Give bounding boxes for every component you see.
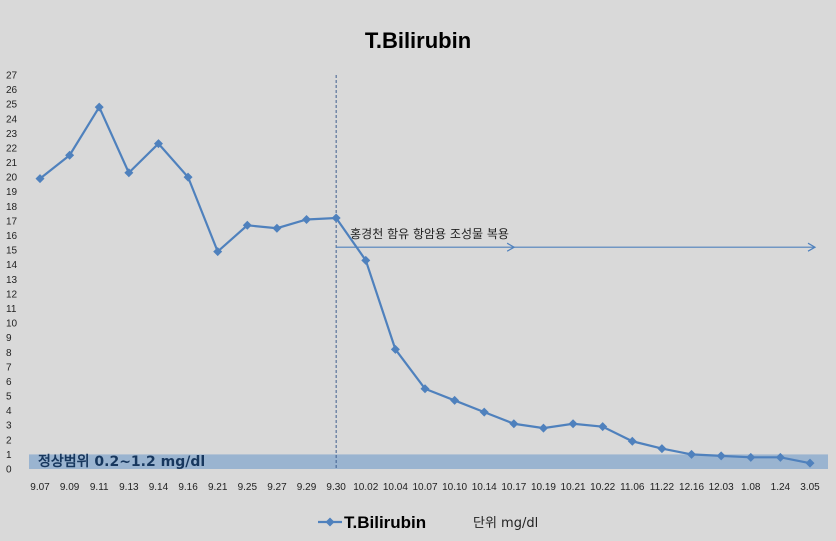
data-point bbox=[716, 451, 726, 461]
y-tick-label: 26 bbox=[6, 85, 18, 96]
y-tick-label: 4 bbox=[6, 406, 12, 417]
data-point bbox=[242, 220, 252, 230]
data-point bbox=[775, 452, 785, 462]
x-tick-label: 9.14 bbox=[149, 482, 169, 493]
y-tick-label: 20 bbox=[6, 173, 18, 184]
x-tick-label: 9.21 bbox=[208, 482, 228, 493]
x-tick-label: 10.10 bbox=[442, 482, 467, 493]
y-tick-label: 11 bbox=[6, 304, 17, 315]
y-tick-label: 9 bbox=[6, 333, 12, 344]
legend-unit-label: 단위 mg/dl bbox=[473, 516, 538, 531]
x-tick-label: 9.25 bbox=[238, 482, 258, 493]
x-tick-label: 9.16 bbox=[178, 482, 198, 493]
data-point bbox=[420, 384, 430, 394]
x-tick-label: 9.11 bbox=[90, 482, 109, 493]
series-line-t-bilirubin bbox=[39, 104, 811, 465]
x-tick-label: 9.07 bbox=[30, 482, 50, 493]
x-tick-label: 9.13 bbox=[119, 482, 139, 493]
data-point bbox=[657, 444, 667, 454]
x-tick-label: 12.16 bbox=[679, 482, 704, 493]
x-tick-label: 9.29 bbox=[297, 482, 317, 493]
data-point bbox=[153, 139, 163, 149]
x-tick-label: 10.21 bbox=[561, 482, 586, 493]
data-point bbox=[183, 172, 193, 182]
x-tick-label: 10.07 bbox=[412, 482, 437, 493]
chart-title: T.Bilirubin bbox=[365, 28, 471, 53]
series-points bbox=[35, 102, 815, 468]
x-axis-ticks: 9.07 9.09 9.11 9.13 9.14 9.16 9.21 9.25 9.27 9.29… bbox=[30, 482, 820, 493]
x-tick-label: 10.04 bbox=[383, 482, 408, 493]
data-point bbox=[450, 395, 460, 405]
x-tick-label: 1.08 bbox=[741, 482, 761, 493]
y-tick-label: 23 bbox=[6, 129, 18, 140]
y-tick-label: 13 bbox=[6, 275, 18, 286]
data-point bbox=[538, 423, 548, 433]
y-tick-label: 14 bbox=[6, 260, 18, 271]
data-point bbox=[390, 344, 400, 354]
y-tick-label: 16 bbox=[6, 231, 18, 242]
data-point bbox=[479, 407, 489, 417]
data-point bbox=[124, 168, 134, 178]
data-point bbox=[361, 255, 371, 265]
y-tick-label: 18 bbox=[6, 202, 18, 213]
legend-series-name: T.Bilirubin bbox=[344, 513, 426, 532]
y-tick-label: 2 bbox=[6, 435, 12, 446]
y-tick-label: 5 bbox=[6, 392, 12, 403]
data-point bbox=[331, 213, 341, 223]
data-point bbox=[213, 247, 223, 257]
x-tick-label: 9.09 bbox=[60, 482, 80, 493]
y-tick-label: 19 bbox=[6, 187, 18, 198]
y-tick-label: 1 bbox=[6, 450, 12, 461]
y-tick-label: 0 bbox=[6, 465, 12, 476]
x-tick-label: 11.22 bbox=[650, 482, 675, 493]
y-tick-label: 15 bbox=[6, 246, 18, 257]
y-tick-label: 6 bbox=[6, 377, 12, 388]
data-point bbox=[302, 214, 312, 224]
annotation-arrowhead-icon bbox=[506, 242, 516, 252]
data-point bbox=[65, 150, 75, 160]
legend: T.Bilirubin 단위 mg/dl bbox=[318, 513, 538, 532]
legend-marker-icon bbox=[325, 517, 335, 527]
data-point bbox=[94, 102, 104, 112]
y-tick-label: 22 bbox=[6, 143, 18, 154]
normal-range-label: 정상범위 0.2~1.2 mg/dl bbox=[38, 453, 205, 470]
y-tick-label: 12 bbox=[6, 289, 18, 300]
x-tick-label: 11.06 bbox=[620, 482, 645, 493]
data-point bbox=[35, 174, 45, 184]
data-point bbox=[687, 449, 697, 459]
data-point bbox=[568, 419, 578, 429]
x-tick-label: 10.14 bbox=[472, 482, 497, 493]
x-tick-label: 10.22 bbox=[590, 482, 615, 493]
x-tick-label: 1.24 bbox=[771, 482, 791, 493]
data-point bbox=[598, 422, 608, 432]
y-axis-ticks: 0123456789101112131415161718192021222324… bbox=[6, 71, 18, 476]
x-tick-label: 10.19 bbox=[531, 482, 556, 493]
data-point bbox=[272, 223, 282, 233]
x-tick-label: 12.03 bbox=[709, 482, 734, 493]
x-tick-label: 9.30 bbox=[326, 482, 346, 493]
y-tick-label: 3 bbox=[6, 421, 12, 432]
x-tick-label: 9.27 bbox=[267, 482, 287, 493]
data-point bbox=[805, 458, 815, 468]
annotation-text: 홍경천 함유 항암용 조성물 복용 bbox=[350, 226, 509, 241]
y-tick-label: 7 bbox=[6, 362, 12, 373]
data-point bbox=[627, 436, 637, 446]
y-tick-label: 21 bbox=[6, 158, 18, 169]
y-tick-label: 10 bbox=[6, 319, 18, 330]
y-tick-label: 24 bbox=[6, 114, 18, 125]
annotation-arrowhead-icon bbox=[807, 242, 817, 252]
y-tick-label: 17 bbox=[6, 216, 18, 227]
x-tick-label: 10.02 bbox=[353, 482, 378, 493]
y-tick-label: 25 bbox=[6, 100, 18, 111]
annotation-arrows bbox=[336, 242, 817, 252]
data-point bbox=[746, 452, 756, 462]
x-tick-label: 10.17 bbox=[501, 482, 526, 493]
y-tick-label: 27 bbox=[6, 71, 18, 82]
normal-range-band bbox=[29, 454, 828, 469]
x-tick-label: 3.05 bbox=[800, 482, 820, 493]
y-tick-label: 8 bbox=[6, 348, 12, 359]
data-point bbox=[509, 419, 519, 429]
